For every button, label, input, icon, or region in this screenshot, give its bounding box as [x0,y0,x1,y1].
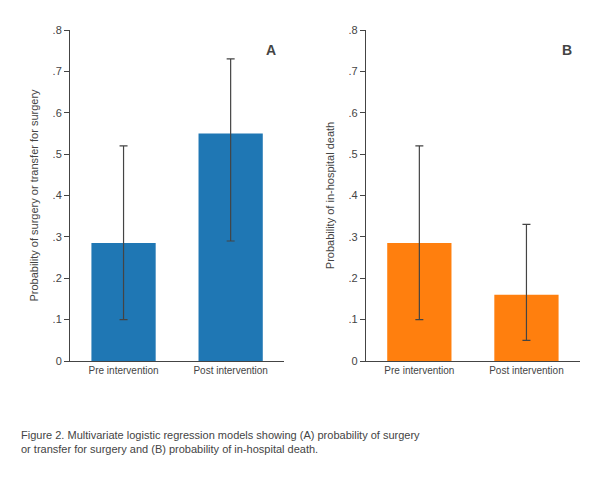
svg-text:.5: .5 [348,148,357,160]
svg-text:.6: .6 [53,107,62,119]
svg-text:.8: .8 [348,24,357,36]
svg-text:.2: .2 [53,272,62,284]
svg-text:.7: .7 [53,65,62,77]
svg-text:0: 0 [351,355,357,367]
svg-text:.7: .7 [348,65,357,77]
svg-text:.2: .2 [348,272,357,284]
svg-text:.1: .1 [53,313,62,325]
svg-text:.8: .8 [53,24,62,36]
svg-text:Probability of surgery or tran: Probability of surgery or transfer for s… [28,89,40,302]
svg-text:A: A [266,42,276,58]
svg-text:0: 0 [56,355,62,367]
svg-text:.3: .3 [53,231,62,243]
svg-text:Pre intervention: Pre intervention [89,365,159,376]
svg-text:.6: .6 [348,107,357,119]
svg-text:Post intervention: Post intervention [489,365,564,376]
svg-text:Probability of in-hospital dea: Probability of in-hospital death [324,122,336,269]
svg-text:.1: .1 [348,313,357,325]
svg-text:Pre intervention: Pre intervention [384,365,454,376]
svg-text:.3: .3 [348,231,357,243]
svg-text:B: B [562,42,572,58]
svg-text:.4: .4 [53,189,62,201]
svg-text:Figure 2. Multivariate logisti: Figure 2. Multivariate logistic regressi… [21,429,420,455]
svg-text:Post intervention: Post intervention [193,365,268,376]
svg-text:.4: .4 [348,189,357,201]
svg-text:.5: .5 [53,148,62,160]
